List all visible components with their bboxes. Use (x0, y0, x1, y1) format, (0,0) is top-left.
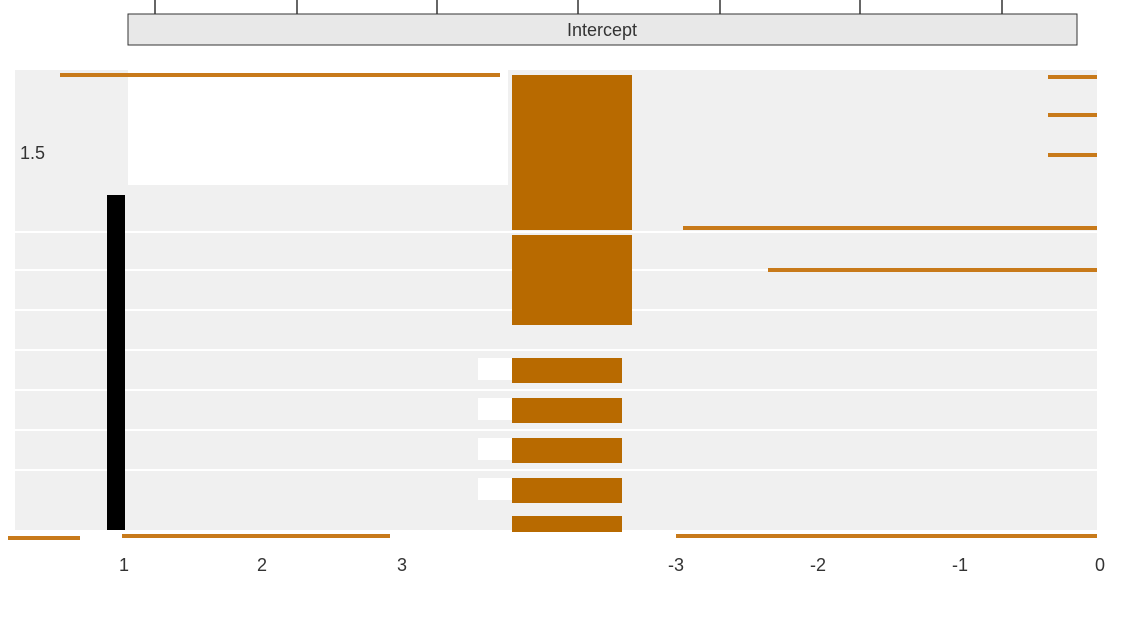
left-label: 1.5 (20, 143, 45, 163)
block (512, 115, 632, 155)
figure: Intercept 1.5 (0, 0, 1122, 628)
x-tick-label: 0 (1095, 555, 1105, 575)
x-tick-label: 2 (257, 555, 267, 575)
gap (478, 398, 512, 420)
dark-bar (107, 195, 125, 530)
x-tick-label: -1 (952, 555, 968, 575)
gap (478, 478, 512, 500)
strip-title: Intercept (567, 20, 637, 40)
x-tick-label: -2 (810, 555, 826, 575)
block (512, 516, 622, 532)
block (512, 195, 632, 230)
block (512, 398, 622, 423)
gap (478, 438, 512, 460)
block (512, 438, 622, 463)
block (512, 235, 632, 325)
x-tick-label: 1 (119, 555, 129, 575)
gap (478, 358, 512, 380)
x-tick-label: 3 (397, 555, 407, 575)
x-axis: 1 2 3 -3 -2 -1 0 (119, 555, 1105, 575)
panel-blank (128, 70, 508, 185)
block (512, 155, 632, 195)
block (512, 358, 622, 383)
page: {"strip": {"title": "Intercept"}, "left_… (0, 0, 1122, 628)
x-tick-label: -3 (668, 555, 684, 575)
top-ticks (155, 0, 1002, 14)
block (512, 478, 622, 503)
block (512, 75, 632, 115)
